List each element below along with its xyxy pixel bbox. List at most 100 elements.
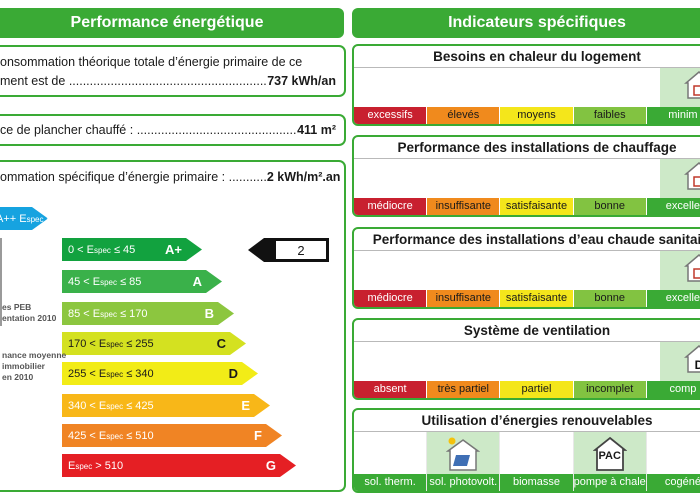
energy-class-arrow: 170 < Espec ≤ 255 C	[62, 332, 246, 355]
average-note-line2: immobilier	[2, 361, 45, 371]
energy-class-range: 0 < Espec ≤ 45	[62, 244, 135, 256]
svg-text:D: D	[694, 358, 700, 372]
energy-class-letter: G	[265, 458, 276, 473]
range-subscript: spec	[26, 214, 44, 224]
selected-level-highlight	[660, 251, 700, 290]
indicators-title: Indicateurs spécifiques	[448, 14, 626, 31]
level-label: satisfaisante	[500, 198, 574, 215]
surface-line: ce de plancher chauffé : ...............…	[0, 123, 336, 137]
level-label: élevés	[427, 107, 501, 124]
range-suffix: ≤ 0	[43, 212, 62, 225]
solar-panel-icon	[446, 436, 481, 477]
level-labels: absent très partiel partiel incomplet comp	[354, 381, 700, 398]
level-labels: excessifs élevés moyens faibles minim	[354, 107, 700, 124]
level-label: satisfaisante	[500, 290, 574, 307]
renewable-label: biomasse	[500, 474, 573, 491]
renewable-cell: cogéné	[646, 432, 700, 491]
range-suffix: ≤ 45	[110, 243, 136, 256]
renewable-cell: PAC pompe à chaleur	[573, 432, 647, 491]
energy-class-arrow: Espec > 510 G	[62, 454, 296, 477]
level-label: insuffisante	[427, 290, 501, 307]
level-label: faibles	[573, 107, 647, 124]
indicator-panel-body: médiocre insuffisante satisfaisante bonne ex…	[354, 250, 700, 307]
range-prefix: 340 < E	[68, 399, 107, 412]
energy-class-range: A++ Espec ≤ 0	[0, 213, 62, 225]
range-suffix: ≤ 425	[123, 399, 154, 412]
energy-class-arrow: 85 < Espec ≤ 170 B	[62, 302, 234, 325]
hot-water-house-icon	[683, 253, 700, 288]
peb-bracket	[0, 238, 2, 326]
peb-note-line2: entation 2010	[2, 313, 57, 323]
level-label: excelle	[646, 198, 700, 215]
range-subscript: spec	[106, 369, 124, 379]
level-label: moyens	[500, 107, 574, 124]
range-subscript: spec	[106, 339, 124, 349]
total-consumption-box: onsommation théorique totale d’énergie p…	[0, 45, 346, 97]
specific-value: 2 kWh/m².an	[266, 170, 341, 184]
renewable-cell: sol. therm.	[354, 432, 428, 491]
range-prefix: A++ E	[3, 212, 27, 225]
indicators-header: Indicateurs spécifiques	[352, 8, 700, 38]
class-indicator	[248, 238, 329, 262]
renewable-label: sol. therm.	[354, 474, 427, 491]
specific-consumption-box: ommation spécifique d’énergie primaire :…	[0, 160, 346, 492]
energy-class-range: 45 < Espec ≤ 85	[62, 276, 141, 288]
energy-class-arrow: A++ Espec ≤ 0	[0, 207, 48, 230]
range-prefix: 0 < E	[68, 243, 94, 256]
performance-title: Performance énergétique	[70, 14, 264, 31]
specific-dots: ...........	[228, 170, 267, 184]
level-label: incomplet	[573, 381, 647, 398]
surface-box: ce de plancher chauffé : ...............…	[0, 114, 346, 146]
range-subscript: spec	[94, 245, 111, 255]
energy-class-letter: C	[216, 336, 226, 351]
energy-class-range: 170 < Espec ≤ 255	[62, 338, 154, 350]
energy-class-range: 85 < Espec ≤ 170	[62, 308, 148, 320]
selected-level-highlight: D	[660, 342, 700, 381]
level-labels: médiocre insuffisante satisfaisante bonne ex…	[354, 290, 700, 307]
indicator-panel-body: médiocre insuffisante satisfaisante bonne ex…	[354, 158, 700, 215]
level-label: médiocre	[354, 290, 428, 307]
indicator-panel: Performance des installations de chauffa…	[352, 135, 700, 217]
specific-prefix: ommation spécifique d’énergie primaire :	[0, 170, 226, 184]
range-prefix: 255 < E	[68, 367, 107, 380]
indicator-value-box	[276, 241, 326, 259]
renewables-cells: sol. therm. sol. photovolt. biomasse PAC pom…	[354, 432, 700, 491]
energy-class-letter: D	[228, 366, 238, 381]
range-prefix: 45 < E	[68, 275, 101, 288]
indicator-panel-title: Performance des installations de chauffa…	[397, 140, 677, 155]
energy-class-letter: B	[204, 306, 214, 321]
level-label: comp	[646, 381, 700, 398]
specific-line: ommation spécifique d’énergie primaire :…	[0, 170, 340, 184]
range-suffix: > 510	[92, 459, 124, 472]
consumption-line2: ment est de ............................…	[0, 72, 336, 91]
energy-class-range: Espec > 510	[62, 460, 123, 472]
range-prefix: E	[68, 459, 76, 472]
renewable-label: pompe à chaleur	[573, 474, 646, 491]
range-prefix: 170 < E	[68, 337, 107, 350]
range-suffix: ≤ 255	[123, 337, 154, 350]
level-label: minim	[646, 107, 700, 124]
radiator-house-icon	[683, 70, 700, 105]
heat-pump-icon: PAC	[592, 436, 628, 477]
renewables-panel: Utilisation d’énergies renouvelables sol…	[352, 408, 700, 493]
consumption-dots: ........................................…	[68, 74, 268, 88]
range-subscript: spec	[106, 431, 124, 441]
energy-class-arrow: 45 < Espec ≤ 85 A	[62, 270, 222, 293]
level-label: médiocre	[354, 198, 428, 215]
average-note-line3: en 2010	[2, 372, 34, 382]
energy-class-arrow: 340 < Espec ≤ 425 E	[62, 394, 270, 417]
indicator-panel-title: Besoins en chaleur du logement	[433, 49, 641, 64]
level-label: bonne	[573, 198, 647, 215]
pac-badge-label: PAC	[598, 450, 621, 462]
energy-class-arrow: 0 < Espec ≤ 45 A+	[62, 238, 202, 261]
range-subscript: spec	[100, 309, 118, 319]
selected-level-highlight	[660, 68, 700, 107]
average-note: nance moyenne immobilier en 2010	[2, 350, 66, 383]
energy-class-range: 425 < Espec ≤ 510	[62, 430, 154, 442]
range-prefix: 425 < E	[68, 429, 107, 442]
consumption-value: 737 kWh/an	[267, 74, 336, 88]
renewable-label: sol. photovolt.	[427, 474, 500, 491]
indicator-panel: Besoins en chaleur du logement excessifs é…	[352, 44, 700, 126]
heating-house-icon	[683, 161, 700, 196]
renewables-title: Utilisation d’énergies renouvelables	[421, 413, 653, 428]
